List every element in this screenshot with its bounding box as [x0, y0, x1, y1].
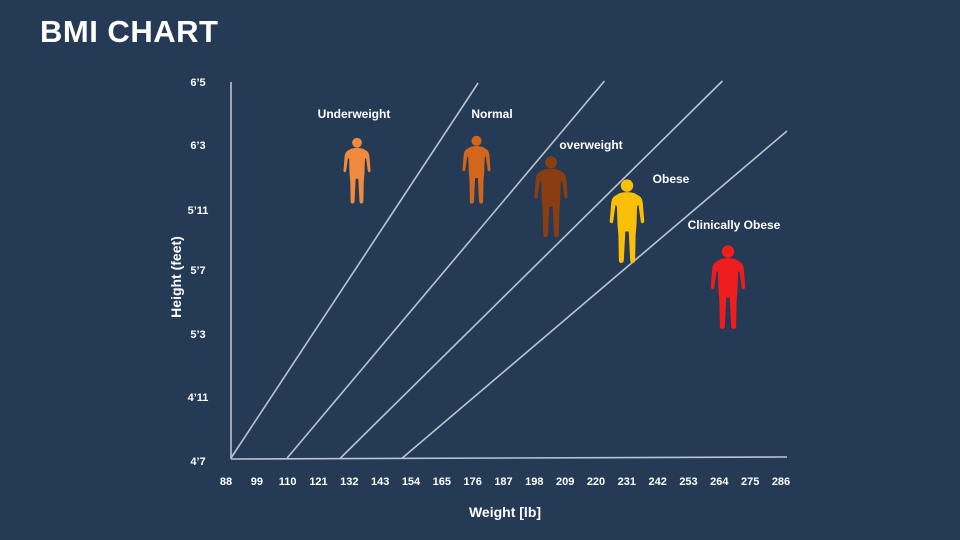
x-tick-label: 132: [340, 476, 358, 488]
y-tick-label: 4’11: [188, 392, 209, 404]
x-tick-label: 264: [710, 476, 729, 488]
y-tick-label: 5’7: [190, 265, 205, 277]
bmi-boundary-line: [230, 82, 479, 459]
y-axis-title: Height (feet): [168, 236, 184, 318]
y-tick-label: 5’3: [190, 329, 205, 341]
x-tick-label: 231: [618, 476, 636, 488]
bmi-boundary-line: [286, 80, 606, 459]
y-tick-label: 6’3: [190, 140, 205, 152]
x-tick-label: 209: [556, 476, 574, 488]
slide-title: BMI CHART: [40, 14, 219, 49]
x-tick-label: 220: [587, 476, 605, 488]
bmi-boundary-line: [401, 130, 788, 459]
x-tick-label: 198: [525, 476, 543, 488]
y-tick-label: 6’5: [190, 77, 205, 89]
y-tick-label: 5’11: [188, 205, 209, 217]
person-figure-icon: [710, 245, 746, 330]
category-label-clinically-obese: Clinically Obese: [688, 218, 781, 232]
category-label-underweight: Underweight: [318, 107, 391, 121]
x-axis-line: [230, 456, 788, 460]
y-tick-label: 4’7: [190, 456, 205, 468]
x-tick-label: 154: [402, 476, 421, 488]
x-tick-label: 143: [371, 476, 389, 488]
x-tick-label: 121: [309, 476, 327, 488]
x-tick-label: 286: [772, 476, 790, 488]
x-tick-label: 165: [433, 476, 451, 488]
x-tick-label: 253: [679, 476, 697, 488]
x-tick-label: 187: [494, 476, 512, 488]
person-figure-icon: [534, 156, 568, 238]
person-figure-icon: [343, 137, 371, 204]
person-figure-icon: [609, 179, 645, 264]
bmi-boundary-line: [339, 80, 723, 459]
x-tick-label: 99: [251, 476, 263, 488]
category-label-obese: Obese: [653, 172, 690, 186]
x-tick-label: 88: [220, 476, 232, 488]
category-label-overweight: overweight: [559, 138, 622, 152]
person-figure-icon: [462, 135, 491, 204]
x-axis-title: Weight [lb]: [469, 504, 541, 520]
x-tick-label: 275: [741, 476, 759, 488]
x-tick-label: 176: [463, 476, 481, 488]
x-tick-label: 110: [279, 476, 297, 488]
category-label-normal: Normal: [471, 107, 512, 121]
x-tick-label: 242: [648, 476, 666, 488]
